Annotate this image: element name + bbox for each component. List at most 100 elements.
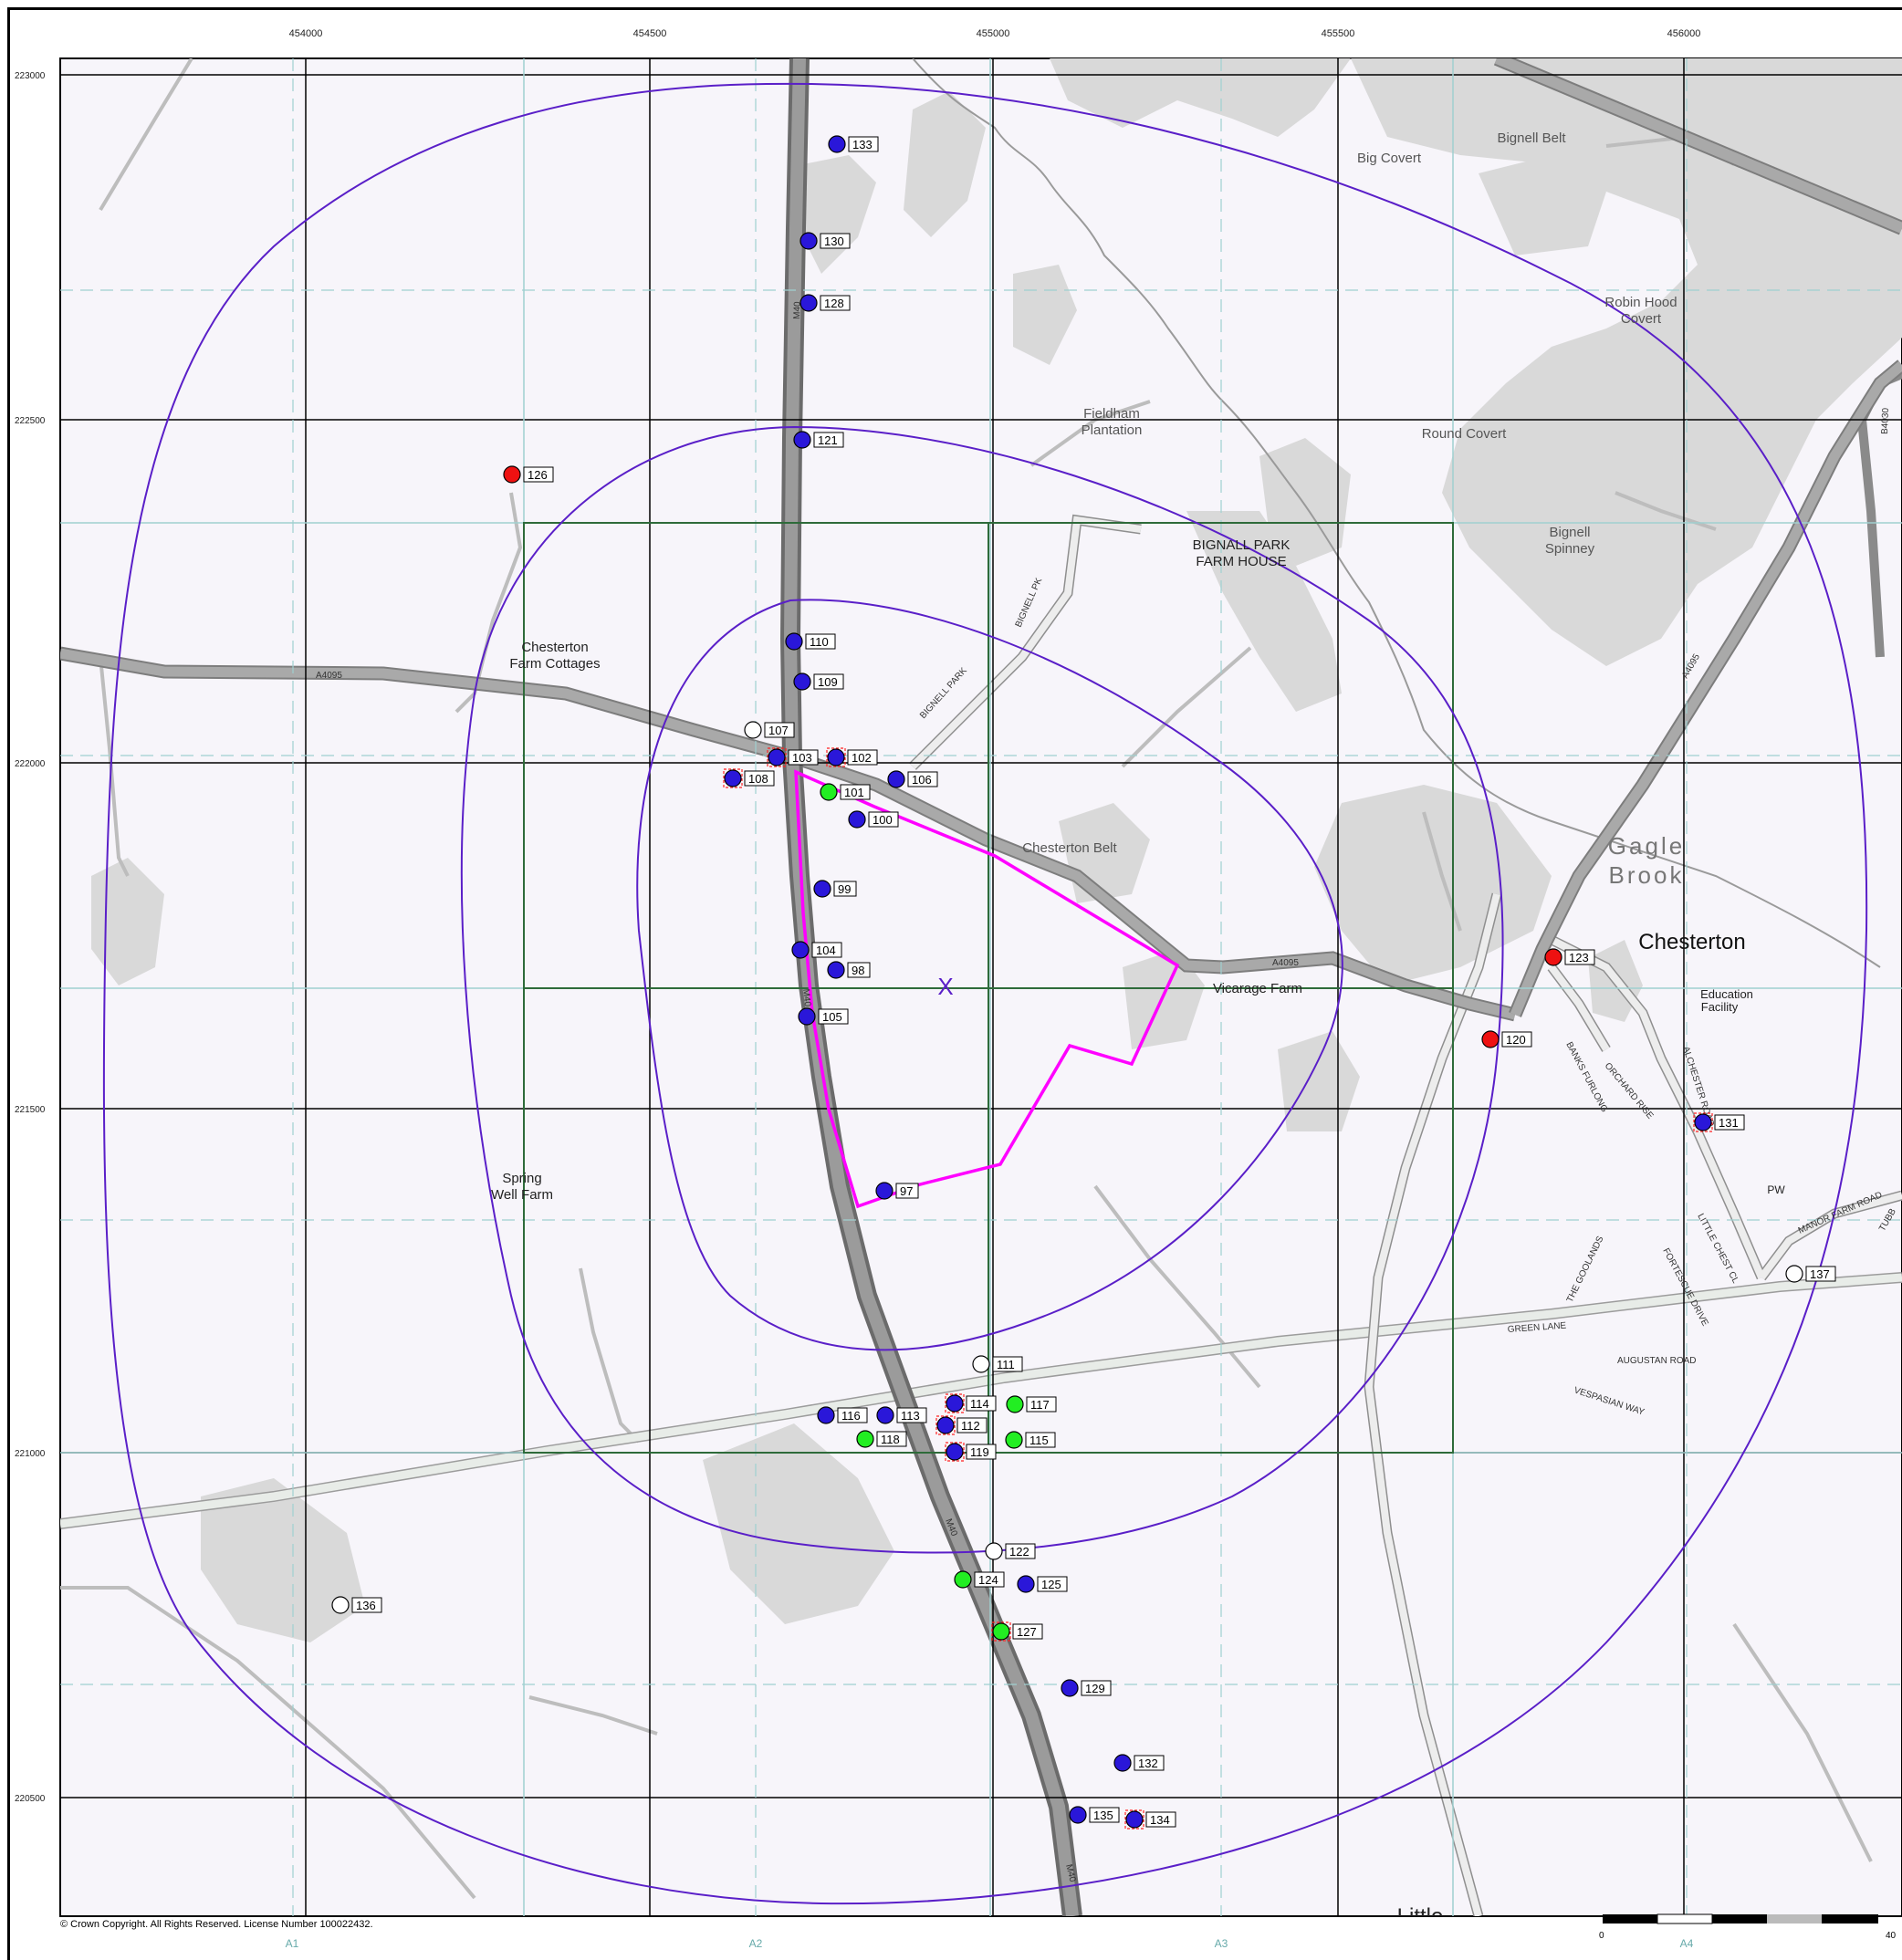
point-dot-white[interactable] [331, 1596, 350, 1614]
point-dot-blue[interactable] [946, 1443, 964, 1461]
point-110[interactable]: 110 [785, 632, 836, 651]
road-label-b4030: B4030 [1880, 407, 1891, 434]
point-120[interactable]: 120 [1481, 1030, 1532, 1048]
point-marker-box [826, 747, 846, 767]
point-130[interactable]: 130 [799, 232, 851, 250]
point-dot-blue[interactable] [827, 748, 845, 766]
point-dot-green[interactable] [820, 783, 838, 801]
point-dot-blue[interactable] [828, 135, 846, 153]
point-dot-green[interactable] [1006, 1395, 1024, 1413]
point-129[interactable]: 129 [1061, 1679, 1112, 1697]
point-dot-green[interactable] [1005, 1431, 1023, 1449]
point-131[interactable]: 131 [1693, 1112, 1745, 1132]
point-123[interactable]: 123 [1544, 948, 1595, 966]
point-125[interactable]: 125 [1017, 1575, 1068, 1593]
point-dot-blue[interactable] [799, 294, 818, 312]
point-dot-blue[interactable] [1061, 1679, 1079, 1697]
point-dot-blue[interactable] [827, 961, 845, 979]
point-dot-blue[interactable] [1069, 1806, 1087, 1824]
easting-label: 454000 [289, 28, 323, 39]
point-111[interactable]: 111 [972, 1355, 1023, 1373]
point-dot-red[interactable] [1481, 1030, 1500, 1048]
point-dot-blue[interactable] [724, 769, 742, 787]
point-105[interactable]: 105 [798, 1007, 849, 1026]
point-121[interactable]: 121 [793, 431, 844, 449]
point-132[interactable]: 132 [1113, 1754, 1165, 1772]
point-dot-red[interactable] [503, 465, 521, 484]
point-135[interactable]: 135 [1069, 1806, 1120, 1824]
point-dot-blue[interactable] [785, 632, 803, 651]
point-dot-blue[interactable] [936, 1416, 955, 1434]
point-106[interactable]: 106 [887, 770, 938, 788]
point-dot-white[interactable] [744, 721, 762, 739]
point-107[interactable]: 107 [744, 721, 795, 739]
point-108[interactable]: 108 [723, 768, 775, 788]
point-dot-blue[interactable] [793, 431, 811, 449]
point-134[interactable]: 134 [1124, 1809, 1176, 1830]
point-dot-blue[interactable] [887, 770, 905, 788]
point-dot-blue[interactable] [848, 810, 866, 829]
point-115[interactable]: 115 [1005, 1431, 1056, 1449]
point-103[interactable]: 103 [767, 747, 819, 767]
point-dot-green[interactable] [992, 1622, 1010, 1641]
point-dot-green[interactable] [856, 1430, 874, 1448]
point-113[interactable]: 113 [876, 1406, 927, 1424]
point-label: 125 [1041, 1578, 1061, 1591]
point-dot-blue[interactable] [1113, 1754, 1132, 1772]
point-119[interactable]: 119 [945, 1442, 997, 1462]
scale-bar: 0 40 [1599, 1913, 1897, 1941]
point-dot-blue[interactable] [791, 941, 810, 959]
point-116[interactable]: 116 [817, 1406, 868, 1424]
point-dot-green[interactable] [954, 1570, 972, 1589]
point-label-box [907, 771, 938, 787]
point-dot-blue[interactable] [876, 1406, 894, 1424]
ne-road[interactable] [1494, 58, 1902, 234]
point-dot-red[interactable] [1544, 948, 1562, 966]
point-dot-blue[interactable] [875, 1182, 894, 1200]
point-dot-blue[interactable] [1694, 1113, 1712, 1131]
point-114[interactable]: 114 [945, 1393, 997, 1413]
point-102[interactable]: 102 [826, 747, 878, 767]
point-99[interactable]: 99 [813, 880, 857, 898]
point-label: 101 [844, 786, 864, 799]
point-label-box [813, 673, 844, 690]
point-label: 115 [1029, 1434, 1049, 1447]
point-dot-white[interactable] [972, 1355, 990, 1373]
point-dot-white[interactable] [1785, 1265, 1803, 1283]
label-brook: Brook [1609, 861, 1685, 889]
point-127[interactable]: 127 [991, 1621, 1043, 1642]
point-137[interactable]: 137 [1785, 1265, 1836, 1283]
point-dot-blue[interactable] [798, 1007, 816, 1026]
point-97[interactable]: 97 [875, 1182, 919, 1200]
point-117[interactable]: 117 [1006, 1395, 1057, 1413]
point-118[interactable]: 118 [856, 1430, 907, 1448]
point-label-box [1564, 949, 1595, 965]
point-126[interactable]: 126 [503, 465, 554, 484]
point-109[interactable]: 109 [793, 672, 844, 691]
point-dot-blue[interactable] [813, 880, 831, 898]
label-chesterton-farm: Chesterton [521, 640, 588, 655]
m40-motorway[interactable] [783, 58, 1079, 1916]
point-dot-blue[interactable] [817, 1406, 835, 1424]
point-100[interactable]: 100 [848, 810, 899, 829]
point-136[interactable]: 136 [331, 1596, 382, 1614]
point-124[interactable]: 124 [954, 1570, 1005, 1589]
point-dot-white[interactable] [985, 1542, 1003, 1560]
point-133[interactable]: 133 [828, 135, 879, 153]
point-104[interactable]: 104 [791, 941, 842, 959]
green-lane[interactable] [60, 1273, 1902, 1528]
site-marker: X [937, 973, 953, 1000]
point-101[interactable]: 101 [820, 783, 871, 801]
point-122[interactable]: 122 [985, 1542, 1036, 1560]
point-dot-blue[interactable] [1017, 1575, 1035, 1593]
point-dot-blue[interactable] [768, 748, 786, 766]
point-98[interactable]: 98 [827, 961, 871, 979]
point-dot-blue[interactable] [793, 672, 811, 691]
point-128[interactable]: 128 [799, 294, 851, 312]
point-112[interactable]: 112 [935, 1415, 988, 1435]
a4095-road[interactable] [60, 648, 1517, 1020]
point-dot-blue[interactable] [799, 232, 818, 250]
point-dot-blue[interactable] [1125, 1810, 1144, 1829]
point-dot-blue[interactable] [946, 1394, 964, 1413]
